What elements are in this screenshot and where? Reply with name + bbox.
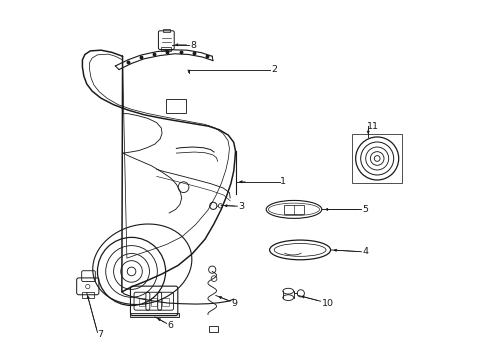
Text: 1: 1 <box>280 177 286 186</box>
Text: 6: 6 <box>167 321 173 330</box>
Bar <box>166 99 185 113</box>
Bar <box>162 298 168 306</box>
Text: 5: 5 <box>362 205 367 214</box>
Text: 10: 10 <box>321 299 333 308</box>
Text: 2: 2 <box>271 65 277 74</box>
Text: 8: 8 <box>190 41 196 50</box>
Bar <box>163 29 169 32</box>
Bar <box>150 298 157 306</box>
Bar <box>82 292 94 298</box>
Text: 7: 7 <box>97 330 103 339</box>
Text: 4: 4 <box>362 247 367 256</box>
Bar <box>129 314 178 317</box>
Bar <box>139 298 145 306</box>
Text: 11: 11 <box>366 122 378 131</box>
Bar <box>161 47 171 51</box>
Bar <box>208 326 217 332</box>
Text: 9: 9 <box>231 299 237 308</box>
Bar <box>351 134 402 183</box>
Text: 3: 3 <box>238 202 244 211</box>
Bar <box>284 205 304 214</box>
